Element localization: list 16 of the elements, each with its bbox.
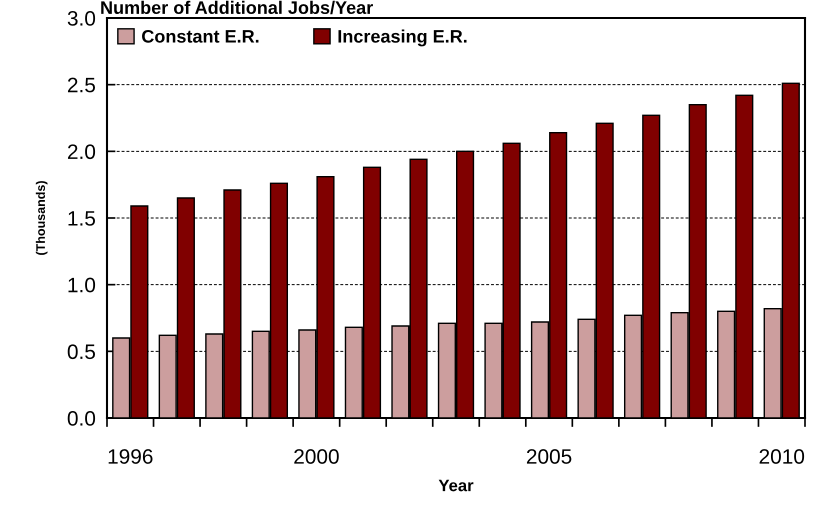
x-tick-label: 2000 [294, 449, 339, 464]
chart-title: Number of Additional Jobs/Year [101, 0, 373, 14]
x-tick-label: 2010 [760, 449, 804, 464]
x-tick-label: 2005 [526, 449, 572, 464]
y-tick-label: 3.0 [68, 11, 96, 26]
y-tick-label: 0.5 [68, 344, 96, 360]
y-tick-label: 2.0 [68, 144, 96, 160]
legend-label: Increasing E.R. [338, 29, 467, 46]
y-axis-title: (Thousands) [36, 181, 48, 255]
y-tick-label: 1.0 [68, 278, 96, 292]
y-tick-label: 2.5 [68, 78, 96, 92]
y-tick-label: 1.5 [68, 211, 96, 226]
x-tick-label: 1996 [108, 449, 153, 464]
x-axis-title: Year [438, 480, 474, 492]
y-tick-label: 0.0 [68, 411, 96, 426]
legend-label: Constant E.R. [142, 30, 258, 43]
